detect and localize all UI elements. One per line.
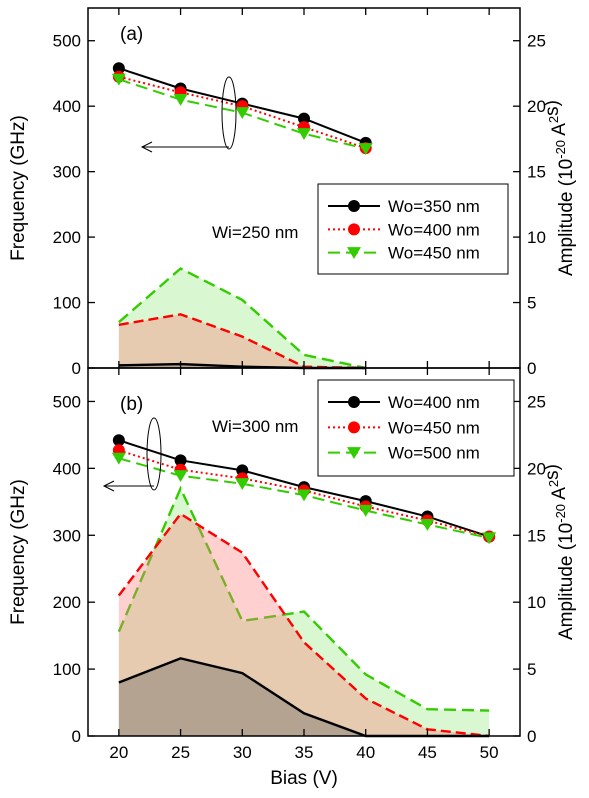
frequency-point-wo-450-nm-35 [297, 128, 311, 140]
y-tick-label-left: 100 [53, 660, 81, 679]
y-tick-label-right: 20 [527, 459, 546, 478]
frequency-point-wo-400-nm-25 [174, 454, 187, 467]
frequency-point-wo-500-nm-30 [235, 478, 250, 491]
y-tick-label-left: 400 [53, 459, 81, 478]
arrow-head [102, 480, 115, 492]
y-axis-label-right-superscript: -20 [553, 140, 568, 159]
y-tick-label-left: 200 [53, 593, 81, 612]
y-tick-label-right: 20 [527, 97, 546, 116]
panel-a: 0 100 200 300 400 500 0 5 10 15 20 25 Frequency (GHz… [8, 7, 577, 378]
amplitude-area-wo-450-nm [118, 513, 490, 736]
y-axis-label-right-text: s) [542, 464, 563, 480]
y-axis-label-right-text: A [549, 123, 570, 140]
y-tick-label-right: 5 [527, 294, 536, 313]
series-group-ellipse [146, 417, 162, 491]
y-tick-label-right: 15 [527, 163, 546, 182]
legend-marker [348, 223, 360, 236]
y-tick-label-left: 200 [53, 228, 81, 247]
legend-label: Wo=450 nm [388, 244, 480, 263]
y-axis-label-right-superscript: 2 [546, 116, 561, 123]
panel-label: (b) [120, 394, 143, 415]
legend-marker [347, 447, 361, 459]
x-tick-label: 40 [356, 743, 375, 762]
series-group-ellipse [221, 76, 237, 150]
y-axis-label-right: Amplitude (10-20 A2s) [542, 100, 577, 276]
frequency-point-wo-350-nm-35 [298, 112, 310, 125]
panel-label: (a) [120, 24, 143, 45]
frequency-point-wo-500-nm-50 [482, 532, 497, 545]
amplitude-line-wo-500-nm [117, 485, 490, 712]
y-axis-label-right-superscript: 2 [546, 480, 561, 487]
legend-label: Wo=450 nm [388, 418, 480, 437]
frequency-point-wo-500-nm-45 [420, 518, 435, 531]
y-axis-label-left: Frequency (GHz) [8, 479, 29, 625]
width-annotation: Wi=250 nm [212, 223, 298, 242]
legend: Wo=400 nm Wo=450 nm Wo=500 nm [317, 379, 515, 477]
frequency-point-wo-450-nm-40 [358, 143, 373, 156]
legend-marker [348, 421, 360, 434]
panel-b: 20 25 30 35 40 45 5001002003004005000510152025… [8, 367, 577, 762]
y-tick-label-right: 0 [527, 727, 536, 746]
y-tick-label-left: 500 [53, 32, 81, 51]
y-tick-label-left: 300 [53, 163, 81, 182]
frequency-point-wo-450-nm-20 [111, 73, 126, 86]
amplitude-area-wo-400-nm [118, 658, 490, 736]
y-tick-label-right: 10 [527, 593, 546, 612]
amplitude-area-wo-450-nm [118, 268, 366, 368]
legend: Wo=350 nm Wo=400 nm Wo=450 nm [317, 183, 509, 275]
x-tick-label: 25 [171, 743, 190, 762]
frequency-point-wo-500-nm-40 [358, 504, 373, 517]
y-tick-label-right: 15 [527, 526, 546, 545]
y-axis-label-left: Frequency (GHz) [8, 115, 29, 261]
frequency-point-wo-500-nm-20 [111, 452, 126, 465]
y-axis-label-right-text: Amplitude (10 [556, 523, 577, 640]
frequency-point-wo-350-nm-20 [112, 62, 125, 75]
y-tick-label-right: 25 [527, 32, 546, 51]
y-tick-label-left: 0 [72, 359, 81, 378]
y-tick-label-left: 0 [72, 727, 81, 746]
y-tick-label-right: 25 [527, 392, 546, 411]
y-axis-label-right-text: s) [542, 100, 563, 116]
legend-label: Wo=350 nm [388, 197, 480, 216]
x-tick-label: 45 [418, 743, 437, 762]
legend-marker [348, 396, 360, 408]
frequency-point-wo-500-nm-25 [173, 470, 188, 483]
y-axis-label-right-superscript: -20 [553, 504, 568, 523]
y-axis-label-right-text: A [549, 487, 570, 504]
legend-label: Wo=400 nm [388, 220, 480, 239]
legend-marker [348, 200, 360, 212]
x-tick-label: 35 [295, 743, 314, 762]
width-annotation: Wi=300 nm [212, 417, 298, 436]
y-tick-label-left: 400 [53, 97, 81, 116]
y-axis-label-right: Amplitude (10-20 A2s) [542, 464, 577, 640]
y-tick-label-left: 500 [53, 392, 81, 411]
frequency-point-wo-500-nm-35 [297, 489, 311, 502]
x-tick-label: 50 [480, 743, 499, 762]
arrow-head [140, 141, 153, 153]
x-axis-label: Bias (V) [270, 768, 338, 789]
legend-marker [347, 247, 361, 259]
y-tick-label-left: 100 [53, 294, 81, 313]
y-axis-label-right-text: Amplitude (10 [556, 159, 577, 276]
legend-label: Wo=400 nm [388, 393, 480, 412]
frequency-point-wo-450-nm-25 [173, 94, 188, 106]
y-tick-label-right: 10 [527, 228, 546, 247]
amplitude-area-wo-400-nm [118, 314, 366, 368]
frequency-point-wo-450-nm-30 [235, 107, 250, 120]
y-tick-label-right: 0 [527, 359, 536, 378]
y-tick-label-right: 5 [527, 660, 536, 679]
x-tick-label: 20 [109, 743, 128, 762]
legend-label: Wo=500 nm [388, 444, 480, 463]
frequency-point-wo-400-nm-20 [112, 434, 125, 447]
y-tick-label-left: 300 [53, 526, 81, 545]
x-tick-label: 30 [233, 743, 252, 762]
amplitude-line-wo-450-nm [118, 267, 366, 370]
